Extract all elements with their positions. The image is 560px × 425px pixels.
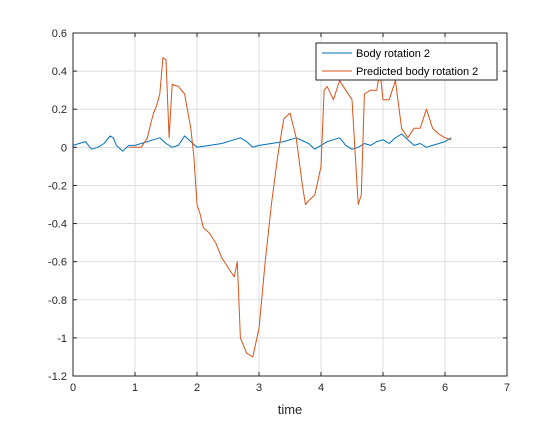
x-axis-label: time [278, 402, 303, 417]
plot-area-border [72, 32, 508, 377]
y-tick-label: -0.2 [48, 180, 67, 192]
y-tick-label: 0.6 [52, 28, 67, 40]
y-tick-label: -1.2 [48, 371, 67, 383]
x-tick-labels: 0 1 2 3 4 5 6 7 [70, 382, 510, 394]
grid [72, 32, 508, 377]
legend-entry-body-rotation-2: Body rotation 2 [356, 48, 430, 60]
y-tick-label: -0.8 [48, 295, 67, 307]
legend: Body rotation 2 Predicted body rotation … [315, 42, 498, 81]
legend-entry-predicted-body-rotation-2: Predicted body rotation 2 [356, 66, 478, 78]
x-tick-label: 7 [504, 382, 510, 394]
x-tick-label: 0 [70, 382, 76, 394]
y-tick-label: -1 [57, 333, 67, 345]
series-layer [72, 57, 452, 358]
legend-box [315, 42, 498, 81]
y-tick-label: 0 [61, 142, 67, 154]
y-tick-label: -0.6 [48, 257, 67, 269]
y-tick-label: 0.2 [52, 104, 67, 116]
series-line-body-rotation-2 [72, 133, 452, 152]
series-line-predicted-body-rotation-2 [128, 57, 452, 358]
x-tick-label: 5 [380, 382, 386, 394]
x-tick-label: 1 [132, 382, 138, 394]
ticks [72, 32, 508, 377]
y-tick-label: -0.4 [48, 219, 67, 231]
x-tick-label: 6 [442, 382, 448, 394]
y-tick-label: 0.4 [52, 66, 67, 78]
x-tick-label: 3 [256, 382, 262, 394]
x-tick-label: 2 [194, 382, 200, 394]
x-tick-label: 4 [318, 382, 324, 394]
y-tick-labels: -1.2 -1 -0.8 -0.6 -0.4 -0.2 0 0.2 0.4 0.6 [48, 28, 67, 383]
